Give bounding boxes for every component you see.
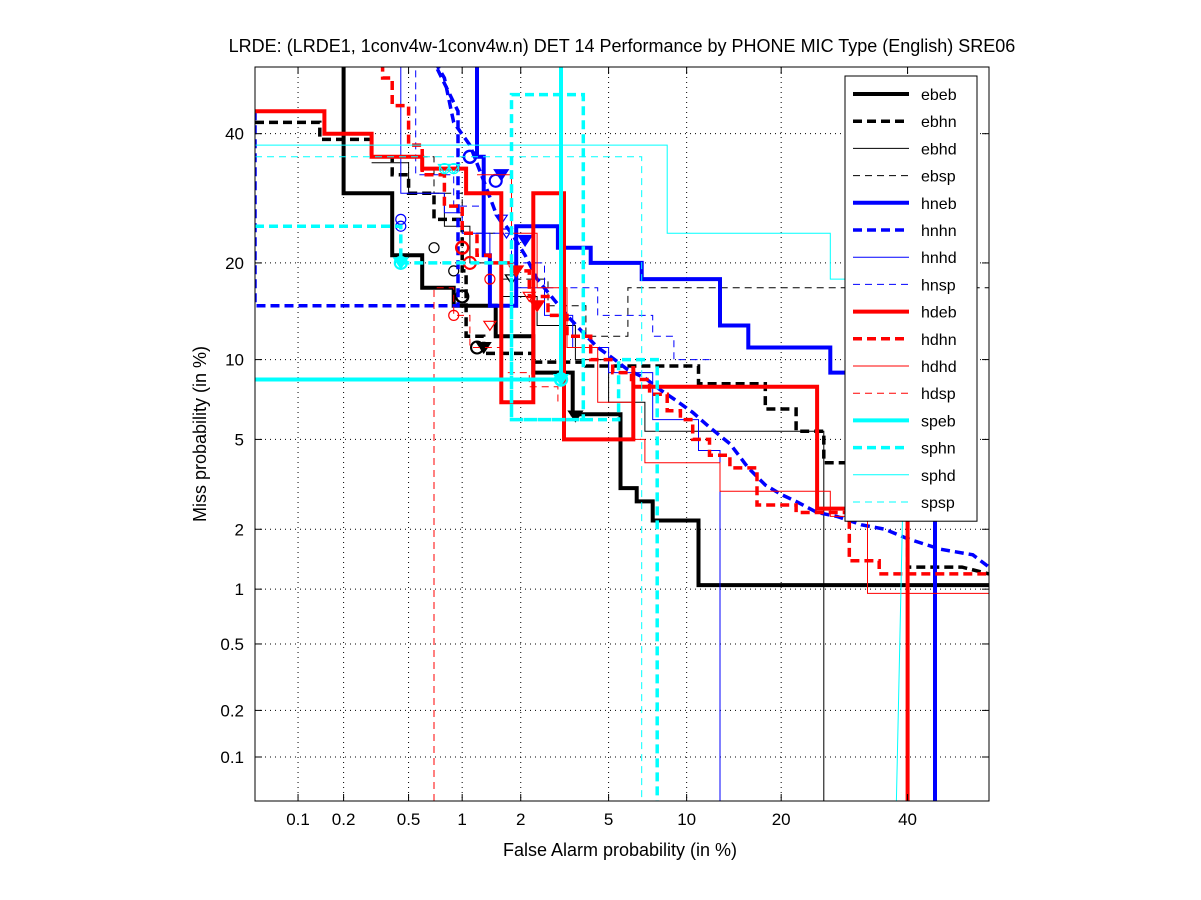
series-line-hdeb — [255, 109, 910, 801]
actual-dcf-marker-hdsp — [448, 309, 460, 321]
legend-box — [844, 75, 978, 522]
legend-label-hnhd: hnhd — [921, 250, 957, 267]
min-dcf-marker-hdhd — [522, 291, 537, 303]
min-dcf-marker-sphd — [437, 163, 452, 175]
min-dcf-marker-hnhn — [516, 234, 534, 248]
x-tick-label: 0.5 — [397, 810, 421, 829]
x-tick-label: 2 — [516, 810, 525, 829]
y-tick-label: 20 — [225, 254, 244, 273]
legend: ebeb ebhn ebhd ebsp hneb hnhn hnhd hnsp hdeb hdhn… — [844, 75, 978, 522]
min-dcf-marker-speb — [552, 374, 570, 387]
min-dcf-marker-ebeb — [567, 410, 584, 423]
legend-label-hnsp: hnsp — [921, 277, 956, 294]
legend-label-spsp: spsp — [921, 495, 955, 512]
y-tick-label: 40 — [225, 125, 244, 144]
legend-label-speb: speb — [921, 413, 956, 430]
legend-label-ebhn: ebhn — [921, 114, 957, 131]
legend-label-ebeb: ebeb — [921, 87, 957, 104]
min-dcf-marker-hdeb — [529, 300, 546, 313]
axis-ticks: 0.1 0.2 0.5 1 2 5 10 20 40 0.1 0.2 0.5 1 2 5 10 20 40 — [220, 67, 989, 829]
y-tick-label: 0.1 — [220, 748, 244, 767]
min-dcf-marker-hdsp — [482, 320, 498, 332]
legend-label-hdsp: hdsp — [921, 386, 956, 403]
series-line-hdhn — [380, 67, 989, 576]
legend-label-sphd: sphd — [921, 468, 956, 485]
actual-dcf-marker-ebsp — [448, 265, 460, 277]
series-line-hdhd — [477, 174, 989, 594]
y-tick-label: 10 — [225, 351, 244, 370]
chart-title: LRDE: (LRDE1, 1conv4w-1conv4w.n) DET 14 … — [229, 36, 1016, 56]
y-tick-label: 2 — [235, 520, 244, 539]
plot-frame — [254, 66, 990, 802]
series-layer — [255, 67, 989, 801]
x-tick-label: 10 — [677, 810, 696, 829]
legend-label-hdeb: hdeb — [921, 305, 957, 322]
y-axis-label: Miss probability (in %) — [190, 346, 210, 522]
legend-label-ebhd: ebhd — [921, 141, 957, 158]
legend-label-hnhn: hnhn — [921, 223, 957, 240]
x-tick-label: 1 — [457, 810, 466, 829]
y-tick-label: 0.2 — [220, 701, 244, 720]
y-tick-label: 5 — [235, 430, 244, 449]
x-tick-label: 0.2 — [332, 810, 356, 829]
legend-label-sphn: sphn — [921, 441, 956, 458]
actual-dcf-marker-hdeb — [454, 240, 470, 255]
actual-dcf-marker-ebhd — [428, 242, 440, 254]
legend-label-hdhd: hdhd — [921, 359, 957, 376]
series-line-spsp — [255, 156, 643, 801]
series-line-hdsp — [433, 287, 559, 801]
legend-label-ebsp: ebsp — [921, 169, 956, 186]
y-tick-label: 1 — [235, 580, 244, 599]
actual-dcf-marker-hnsp — [395, 213, 407, 225]
x-tick-label: 5 — [604, 810, 613, 829]
legend-label-hneb: hneb — [921, 196, 957, 213]
y-tick-label: 0.5 — [220, 635, 244, 654]
legend-label-hdhn: hdhn — [921, 332, 957, 349]
actual-dcf-marker-ebeb — [454, 289, 470, 304]
min-dcf-marker-sphn — [392, 257, 409, 270]
x-tick-label: 20 — [772, 810, 791, 829]
x-axis-label: False Alarm probability (in %) — [503, 840, 737, 860]
actual-dcf-marker-hdhd — [484, 273, 496, 285]
x-tick-label: 40 — [898, 810, 917, 829]
series-line-hnsp — [415, 67, 710, 361]
series-line-hnhd — [400, 67, 721, 801]
min-dcf-marker-spsp — [446, 163, 461, 175]
x-tick-label: 0.1 — [286, 810, 310, 829]
